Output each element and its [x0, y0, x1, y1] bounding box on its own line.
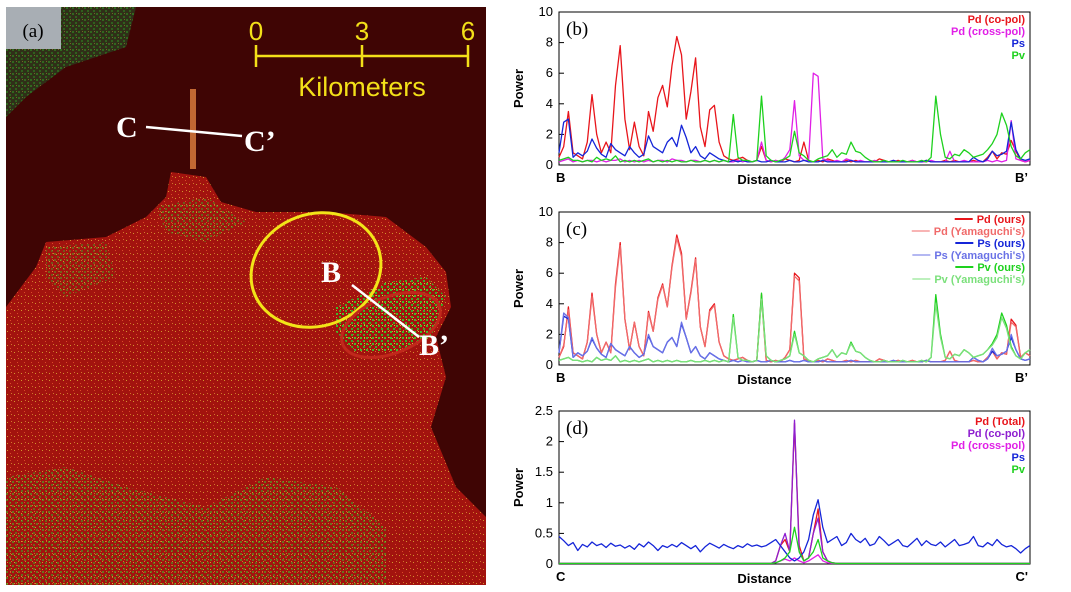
legend-item-c-0: Pd (ours) — [977, 214, 1026, 226]
chart-c: 0 2 4 6 8 10 Power Distance B B’ (c) Pd (ours)Pd (Y… — [511, 204, 1031, 387]
legend-item-d-2: Pd (cross-pol) — [951, 440, 1025, 452]
y-tick-label: 2 — [546, 434, 553, 449]
y-axis-label: Power — [511, 69, 526, 108]
chart-d: 0 0.5 1 1.5 2 2.5 Power Distance C C' (d) Pd (Total… — [511, 403, 1031, 586]
south-vegetation — [6, 467, 386, 585]
scale-unit: Kilometers — [298, 72, 426, 102]
y-tick-label: 4 — [546, 296, 553, 311]
y-tick-label: 0.5 — [535, 525, 553, 540]
scale-tick-3: 3 — [355, 16, 369, 46]
plot-frame-b — [558, 11, 1031, 166]
y-tick-label: 1.5 — [535, 464, 553, 479]
plot-frame-d — [558, 410, 1031, 565]
series-line-d-3 — [558, 499, 1031, 562]
legend-item-c-5: Pv (Yamaguchi's) — [934, 274, 1025, 286]
y-axis-label: Power — [511, 468, 526, 507]
transect-c: C C’ — [116, 111, 276, 158]
y-tick-label: 2.5 — [535, 403, 553, 418]
y-tick-label: 4 — [546, 96, 553, 111]
transect-b: B B’ — [321, 256, 449, 362]
legend-item-d-4: Pv — [1012, 464, 1026, 476]
y-tick-label: 2 — [546, 326, 553, 341]
legend-item-b-1: Pd (cross-pol) — [951, 26, 1025, 38]
legend-item-c-3: Ps (Yamaguchi's) — [934, 250, 1025, 262]
panel-label-c: (c) — [566, 219, 587, 240]
y-tick-label: 0 — [546, 157, 553, 172]
series-line-d-2 — [559, 554, 1030, 565]
x-end-label: B’ — [1015, 170, 1028, 185]
legend-item-b-0: Pd (co-pol) — [968, 14, 1026, 26]
scale-tick-6: 6 — [461, 16, 475, 46]
legend-item-c-2: Ps (ours) — [977, 238, 1025, 250]
sar-image: (a) 0 3 6 Kilometers C C’ B B’ — [6, 7, 486, 585]
y-tick-label: 2 — [546, 126, 553, 141]
sar-image-panel: (a) 0 3 6 Kilometers C C’ B B’ — [6, 7, 486, 585]
y-tick-label: 6 — [546, 65, 553, 80]
series-line-c-4 — [558, 292, 1031, 363]
marker-b: B — [321, 256, 341, 289]
series-line-b-2 — [558, 118, 1031, 163]
x-start-label: B — [556, 170, 565, 185]
y-tick-label: 10 — [539, 204, 553, 219]
legend-item-b-2: Ps — [1012, 38, 1025, 50]
y-tick-label: 8 — [546, 235, 553, 250]
x-end-label: B’ — [1015, 370, 1028, 385]
legend-item-b-3: Pv — [1012, 50, 1026, 62]
panel-label-b: (b) — [566, 19, 588, 40]
legend-item-d-3: Ps — [1012, 452, 1025, 464]
x-axis-label: Distance — [737, 372, 791, 387]
bridge — [190, 89, 196, 169]
y-tick-label: 1 — [546, 495, 553, 510]
x-end-label: C' — [1016, 569, 1028, 584]
y-tick-label: 6 — [546, 265, 553, 280]
series-line-b-3 — [558, 95, 1031, 163]
plot-frame-c — [558, 211, 1031, 366]
panel-label-box — [6, 7, 61, 49]
series-line-c-1 — [558, 237, 1031, 363]
x-axis-label: Distance — [737, 571, 791, 586]
series-line-c-3 — [558, 312, 1031, 363]
y-tick-label: 10 — [539, 4, 553, 19]
panel-label-d: (d) — [566, 418, 588, 439]
legend-item-d-0: Pd (Total) — [975, 416, 1025, 428]
marker-c-prime: C’ — [244, 125, 276, 158]
marker-b-prime: B’ — [419, 329, 449, 362]
series-line-b-0 — [558, 35, 1031, 163]
series-line-d-4 — [559, 526, 1030, 565]
y-tick-label: 0 — [546, 556, 553, 571]
x-start-label: B — [556, 370, 565, 385]
x-axis-label: Distance — [737, 172, 791, 187]
legend-item-d-1: Pd (co-pol) — [968, 428, 1026, 440]
legend-item-c-1: Pd (Yamaguchi's) — [934, 226, 1026, 238]
chart-b: 0 2 4 6 8 10 Power Distance B B’ (b) Pd (co-pol)Pd … — [511, 4, 1031, 187]
park-ellipse — [340, 291, 442, 359]
panel-label: (a) — [22, 21, 43, 42]
scale-bar: 0 3 6 Kilometers — [249, 16, 475, 102]
y-tick-label: 0 — [546, 357, 553, 372]
urban-ellipse — [249, 211, 383, 329]
scale-tick-0: 0 — [249, 16, 263, 46]
x-start-label: C — [556, 569, 566, 584]
series-line-c-5 — [558, 298, 1031, 363]
legend-item-c-4: Pv (ours) — [977, 262, 1025, 274]
marker-c: C — [116, 111, 138, 144]
y-axis-label: Power — [511, 269, 526, 308]
y-tick-label: 8 — [546, 35, 553, 50]
